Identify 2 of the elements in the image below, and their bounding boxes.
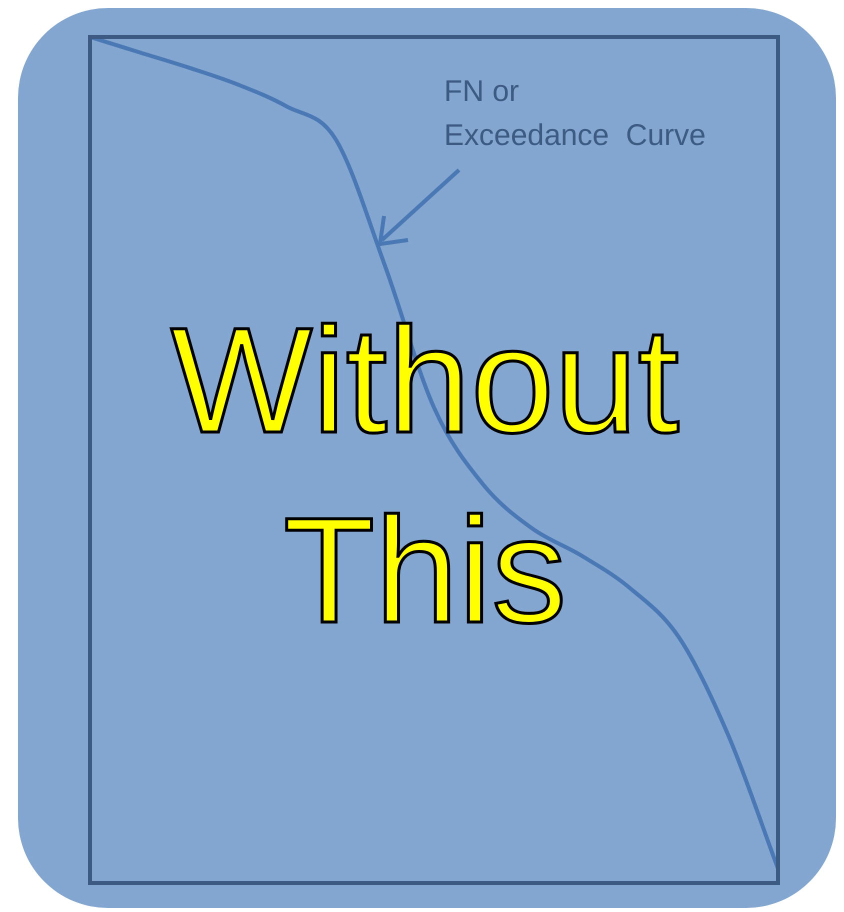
- annotation: Without This: [170, 295, 680, 656]
- annotation: FN or Exceedance Curve: [444, 74, 706, 154]
